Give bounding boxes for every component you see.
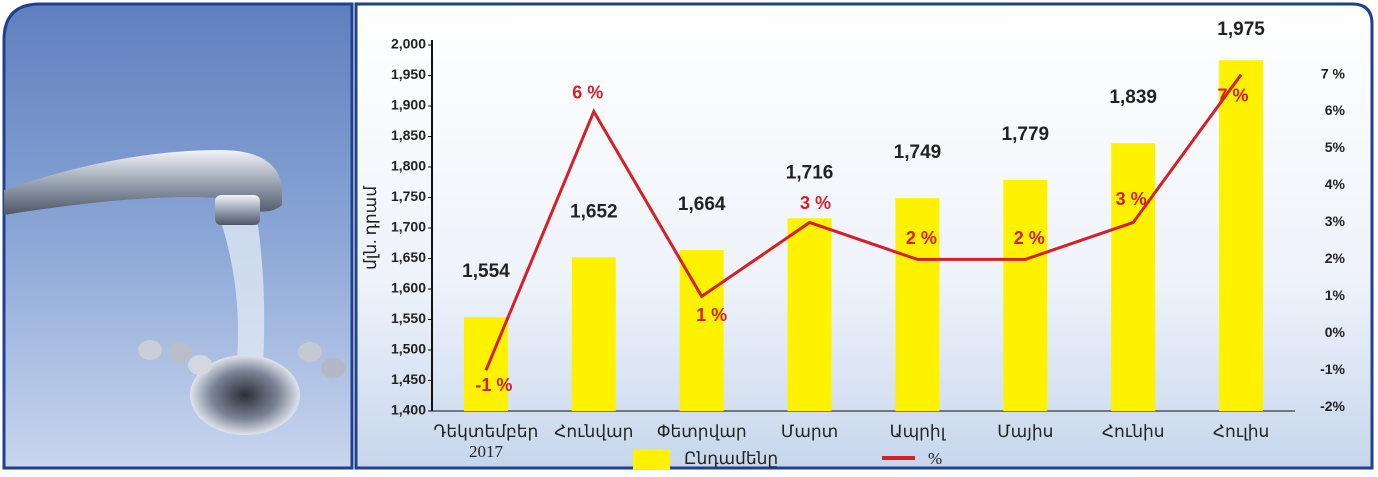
line [484,73,1243,371]
line-value-label: 2 % [906,228,937,248]
x-tick-label-line: Դեկտեմբեր [434,422,539,441]
y2-tick-label: -2% [1320,398,1345,414]
bar-value-label: 1,554 [462,261,510,282]
y2-tick-label: 7 % [1321,65,1346,81]
bar [1003,179,1048,411]
bar-value-label: 1,749 [894,142,942,163]
line-value-label: 1 % [696,305,727,325]
bar-value-label: 1,779 [1002,124,1050,145]
bar [1111,143,1156,411]
bar-value-label: 1,652 [570,201,618,222]
x-tick-label: Հունիս [1102,422,1165,441]
y-tick-label: 1,550 [391,310,426,326]
y-tick-label: 1,450 [391,371,426,387]
y-tick-label: 1,750 [391,188,426,204]
y-tick-label: 1,900 [391,97,426,113]
x-tick-label: Հուլիս [1213,422,1270,441]
y-tick-label: 1,950 [391,66,426,82]
y-tick-label: 1,850 [391,127,426,143]
bar [679,249,724,411]
bar [895,198,940,411]
legend-swatch [633,449,670,470]
bar-value-label: 1,839 [1109,87,1157,108]
y-tick-label: 1,400 [391,402,426,418]
line-value-label: 7 % [1218,85,1249,105]
bar [571,257,616,411]
bar-value-label: 1,716 [786,162,834,183]
y2-tick-label: 4% [1325,176,1346,192]
line-value-label: 3 % [800,193,831,213]
y-tick-label: 1,650 [391,249,426,265]
x-tick-label: Մայիս [997,422,1053,441]
y2-tick-label: -1% [1320,361,1345,377]
x-tick-label: Հունվար [554,422,633,441]
line-value-label: 2 % [1014,228,1045,248]
line-value-label: 6 % [572,82,603,102]
y2-tick-label: 2% [1325,250,1346,266]
x-tick-label: Դեկտեմբեր 2017 [434,422,539,461]
y-tick-label: 2,000 [391,36,426,52]
y-axis-label: մլն. դրամ [361,186,380,270]
x-tick-label: Փետրվար [657,422,747,441]
photo [2,2,354,470]
y-tick-label: 1,700 [391,219,426,235]
y2-tick-label: 0% [1325,324,1346,340]
y2-tick-label: 1% [1325,287,1346,303]
y2-tick-label: 3% [1325,213,1346,229]
y-tick-label: 1,500 [391,341,426,357]
x-tick-label: Ապրիլ [890,422,947,441]
x-tick-label-line: 2017 [469,442,504,461]
y-tick-label: 1,800 [391,158,426,174]
y2-tick-label: 6% [1325,102,1346,118]
x-tick-label: Մարտ [781,422,838,441]
legend-label: % [928,449,942,468]
bar-value-label: 1,664 [678,194,726,215]
bar [1219,60,1264,411]
y2-tick-label: 5% [1325,139,1346,155]
line-value-label: -1 % [475,375,512,395]
bar-value-label: 1,975 [1217,19,1265,40]
line-value-label: 3 % [1116,189,1147,209]
bar [787,218,832,411]
y-tick-label: 1,600 [391,280,426,296]
legend-label: Ընդամենը [684,449,778,468]
